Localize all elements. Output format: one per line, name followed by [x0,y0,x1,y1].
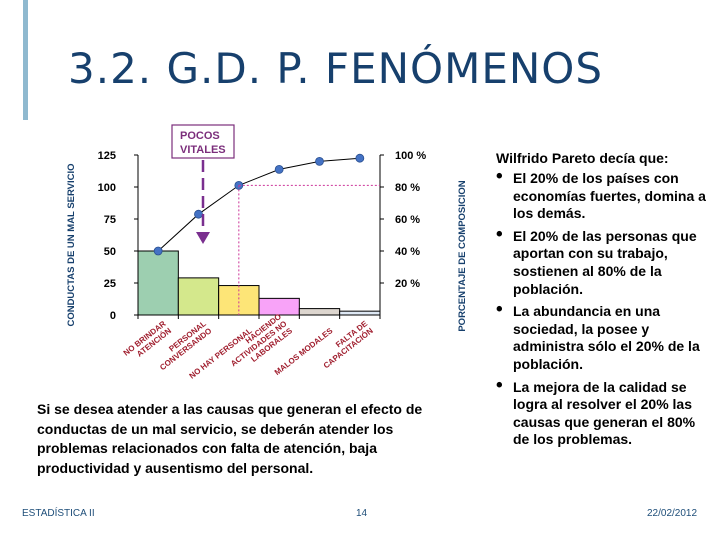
y2-tick-label: 60 % [395,214,420,226]
cumulative-line [157,157,360,252]
page-title: 3.2. G.D. P. FENÓMENOS [68,44,604,93]
list-item: El 20% de los países con economías fuert… [496,168,710,223]
cumulative-point [355,153,365,163]
footer-course: ESTADÍSTICA II [22,508,95,519]
arrow-head [196,232,210,244]
cumulative-point [153,246,163,256]
cumulative-point [315,156,324,166]
pareto-bar [137,250,179,316]
pareto-notes: Wilfrido Pareto decía que: El 20% de los… [496,150,710,454]
y-tick-label: 25 [104,278,116,290]
y2-tick-label: 40 % [395,246,420,258]
callout-label: VITALES [180,144,226,156]
pareto-bar [339,310,381,316]
list-item: El 20% de las personas que aportan con s… [496,226,710,298]
y-tick-label: 50 [104,246,116,258]
footer-date: 22/02/2012 [647,508,698,519]
notes-list: El 20% de los países con economías fuert… [496,168,710,449]
list-item: La abundancia en una sociedad, la posee … [496,301,710,373]
accent-bar [23,0,28,120]
list-item: La mejora de la calidad se logra al reso… [496,377,710,449]
pareto-bar [298,308,341,316]
y2-tick-label: 80 % [395,182,420,194]
cumulative-point [274,164,284,174]
conclusion-paragraph: Si se desea atender a las causas que gen… [37,401,423,476]
y-tick-label: 125 [98,150,116,162]
callout-label: POCOS [180,130,220,142]
y-axis-title: CONDUCTAS DE UN MAL SERVICIO [66,163,77,326]
pareto-bar [177,277,220,316]
y-tick-label: 0 [110,310,116,322]
y2-tick-label: 100 % [395,150,426,162]
y-tick-label: 75 [104,214,116,226]
pareto-bar [258,297,300,316]
y-tick-label: 100 [98,182,116,194]
y2-tick-label: 20 % [395,278,420,290]
footer-page-number: 14 [356,508,368,519]
y2-axis-title: PORCENTAJE DE COMPOSICION [457,180,468,331]
notes-heading: Wilfrido Pareto decía que: [496,150,669,166]
cumulative-point [194,209,203,219]
callout-box [171,124,235,159]
